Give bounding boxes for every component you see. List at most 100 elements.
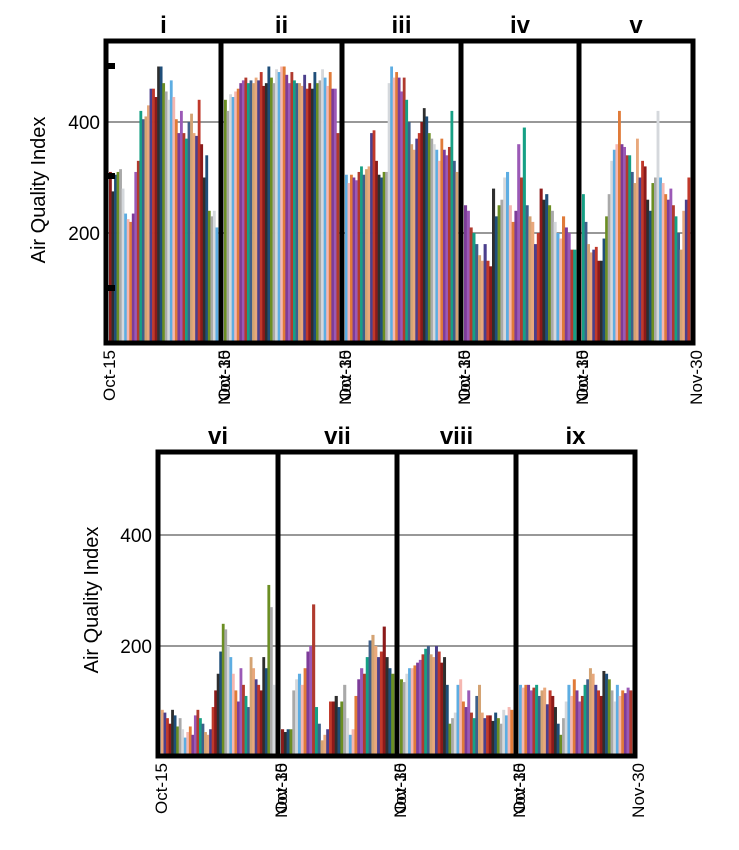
bar-ix-2: [524, 684, 528, 756]
bar-iii-41: [447, 146, 451, 343]
bar-ii-12: [254, 77, 258, 343]
bar-v-29: [656, 110, 660, 344]
bar-vi-28: [231, 673, 235, 756]
bar-ii-14: [259, 72, 263, 344]
bar-viii-1: [402, 682, 406, 756]
x-tick-label-v-start: Oct-15: [573, 350, 592, 401]
bar-ii-4: [234, 91, 238, 343]
bar-v-5: [594, 246, 598, 344]
bar-vii-24: [348, 734, 352, 756]
bar-ix-7: [537, 695, 541, 756]
bar-i-1: [111, 191, 115, 344]
bar-iv-39: [573, 249, 577, 343]
bar-i-40: [210, 216, 214, 343]
bar-vi-7: [178, 718, 182, 756]
bar-i-20: [159, 66, 163, 343]
bar-ii-3: [231, 97, 235, 344]
x-tick-label-viii-start: Oct-15: [391, 763, 410, 814]
bar-vii-10: [309, 646, 313, 756]
bar-iv-25: [534, 244, 538, 343]
bar-ii-8: [244, 77, 248, 343]
bar-vii-6: [297, 673, 302, 756]
bar-vii-34: [377, 657, 381, 756]
bar-v-35: [672, 205, 675, 343]
bar-vi-12: [191, 734, 195, 756]
bar-i-3: [116, 171, 120, 343]
bar-ii-36: [316, 83, 319, 344]
y-tick-label: 200: [68, 224, 100, 245]
bar-ix-40: [626, 687, 630, 757]
bar-i-8: [129, 221, 133, 343]
bar-iii-22: [400, 91, 404, 343]
bar-viii-5: [413, 665, 417, 756]
bar-vii-38: [388, 668, 392, 756]
bar-vii-26: [354, 695, 358, 756]
bar-v-23: [641, 160, 645, 343]
bar-vii-2: [286, 729, 290, 756]
bar-i-15: [147, 105, 150, 343]
bar-iii-43: [452, 160, 456, 343]
panel-frame-v: [576, 38, 696, 346]
bar-i-27: [177, 133, 181, 343]
bar-i-31: [187, 122, 191, 343]
y-axis-label-row2: Air Quality Index: [81, 527, 103, 674]
bar-ii-27: [293, 80, 296, 344]
y-tick-label: 200: [120, 637, 152, 658]
bar-iv-33: [556, 233, 560, 343]
bar-iii-16: [385, 171, 388, 343]
bar-i-36: [200, 144, 204, 343]
bar-ix-21: [575, 690, 579, 756]
bar-ii-20: [275, 69, 278, 344]
bar-v-15: [620, 144, 624, 343]
bar-viii-6: [416, 662, 420, 756]
bar-vi-6: [176, 726, 180, 756]
bar-viii-16: [443, 657, 447, 756]
bar-ix-3: [527, 684, 531, 756]
bar-ix-24: [583, 684, 587, 756]
bar-iii-15: [382, 171, 386, 343]
bar-ii-29: [298, 83, 301, 344]
x-tick-label-vi-start: Oct-15: [152, 763, 171, 814]
bar-vi-0: [161, 709, 164, 756]
bar-iv-29: [545, 194, 549, 343]
bar-vi-23: [219, 651, 223, 756]
panel-title-iv: iv: [510, 12, 531, 39]
bar-viii-27: [472, 718, 476, 756]
bar-i-37: [202, 177, 206, 343]
bar-i-4: [119, 169, 122, 343]
bar-v-39: [682, 210, 686, 343]
bar-vi-33: [244, 695, 248, 756]
panel-title-ii: ii: [275, 12, 288, 39]
bar-v-31: [661, 183, 665, 343]
bar-iv-36: [564, 227, 568, 343]
bar-ii-15: [262, 85, 266, 344]
bar-viii-32: [486, 715, 490, 757]
bar-vii-21: [340, 701, 344, 756]
bar-i-28: [179, 110, 183, 344]
bar-vii-33: [374, 646, 378, 756]
panel-title-vi: vi: [208, 423, 228, 450]
bar-vii-39: [391, 673, 395, 756]
bar-ii-44: [336, 133, 340, 343]
bar-iv-31: [550, 210, 554, 343]
bar-vi-18: [206, 734, 210, 756]
bar-iv-32: [553, 221, 557, 343]
bar-iv-0: [464, 205, 468, 343]
bar-ii-9: [247, 83, 250, 344]
bar-iv-30: [548, 205, 552, 343]
bar-ix-27: [591, 673, 595, 756]
x-tick-label-ix-end: Nov-30: [629, 763, 648, 818]
bar-iv-14: [503, 177, 507, 343]
bar-viii-35: [494, 712, 498, 756]
bar-vi-17: [204, 732, 207, 756]
bar-iv-34: [559, 238, 563, 343]
bar-i-30: [185, 138, 188, 343]
bar-vi-21: [214, 690, 218, 756]
bar-viii-15: [440, 662, 444, 756]
bar-vii-37: [385, 657, 389, 756]
bar-vii-3: [289, 729, 293, 756]
bar-vii-8: [303, 668, 307, 756]
panel-title-iii: iii: [391, 12, 411, 39]
bar-i-0: [109, 171, 112, 343]
